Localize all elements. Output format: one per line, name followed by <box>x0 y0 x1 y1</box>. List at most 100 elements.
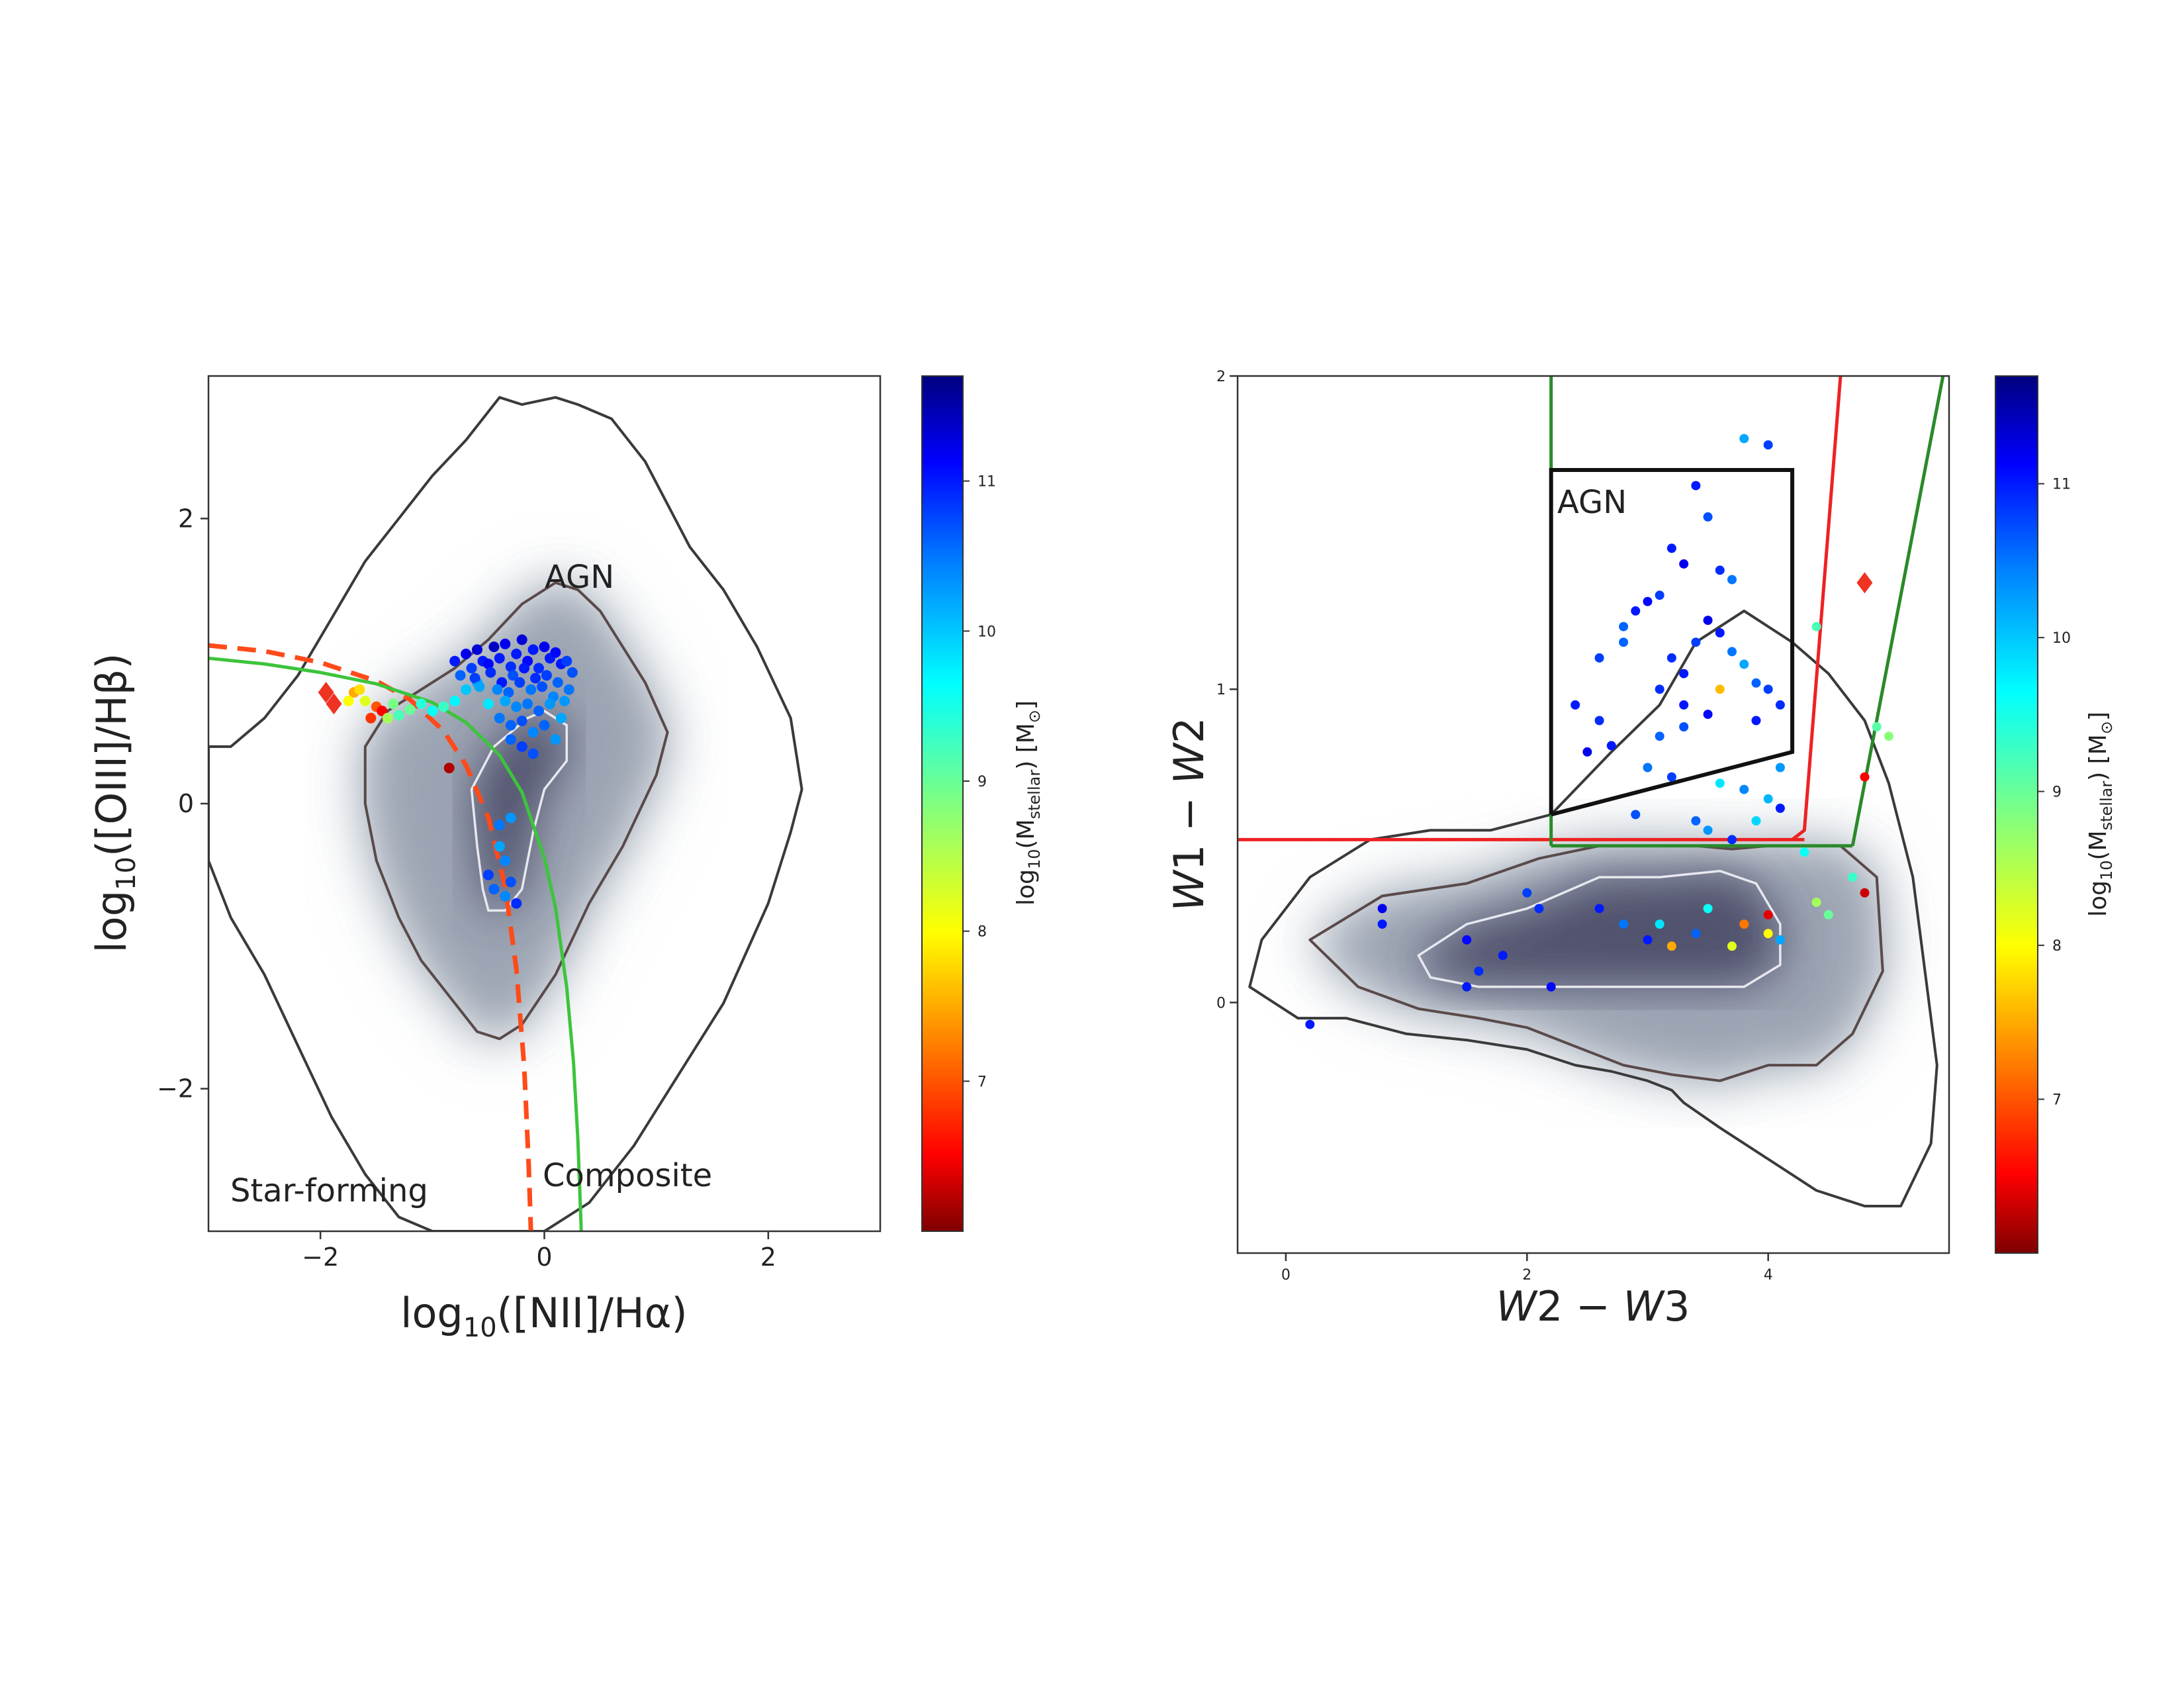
colorbar: 7 8 9 10 11 log10(Mstellar) [M⊙] <box>1995 375 2116 1254</box>
galaxy-point <box>511 898 522 909</box>
galaxy-point <box>449 696 461 706</box>
density-shading <box>1310 845 1883 1081</box>
galaxy-point <box>1691 929 1701 939</box>
galaxy-point <box>1763 910 1773 919</box>
galaxy-point <box>503 687 514 698</box>
galaxy-point <box>533 706 544 716</box>
galaxy-point <box>505 720 516 731</box>
colorbar-label: log10(Mstellar) [M⊙] <box>1013 700 1044 906</box>
outer-contour <box>208 396 803 1231</box>
galaxy-point <box>1594 904 1604 914</box>
galaxy-point <box>1884 731 1893 741</box>
colorbar-tick-label: 7 <box>978 1074 987 1090</box>
galaxy-point <box>1739 919 1749 929</box>
galaxy-point <box>1703 904 1713 914</box>
density-core <box>1418 870 1780 987</box>
y-tick-label: 1 <box>1216 682 1226 698</box>
galaxy-point <box>1691 816 1701 825</box>
galaxy-point <box>494 841 505 852</box>
galaxy-point <box>1377 904 1387 914</box>
galaxy-point <box>500 855 511 867</box>
bpt-panel: −2 0 2 −2 0 2 AGN Star-forming Composite log1… <box>87 375 1044 1343</box>
colorbar-gradient <box>1995 375 2038 1254</box>
colorbar-ticks: 7 8 9 10 11 <box>2038 477 2071 1109</box>
galaxy-point <box>527 748 539 759</box>
galaxy-points <box>1305 434 1893 1029</box>
galaxy-point <box>1691 481 1701 491</box>
galaxy-point <box>516 634 527 645</box>
galaxy-point <box>1631 606 1641 616</box>
y-axis-label: W1 − W2 <box>1165 718 1213 912</box>
x-axis-label: log10([NII]/Hα) <box>400 1289 688 1343</box>
galaxy-point <box>1715 684 1725 694</box>
galaxy-point <box>541 670 552 681</box>
galaxy-point <box>1799 847 1809 857</box>
galaxy-point <box>359 696 371 706</box>
galaxy-point <box>1546 982 1556 992</box>
galaxy-point <box>485 667 496 678</box>
galaxy-point <box>1498 951 1508 961</box>
galaxy-point <box>482 659 494 669</box>
colorbar-tick-label: 10 <box>978 624 996 640</box>
y-tick-label: 0 <box>1216 995 1226 1011</box>
x-tick-label: 2 <box>1522 1267 1531 1284</box>
galaxy-point <box>1715 565 1725 575</box>
galaxy-point <box>393 710 404 721</box>
galaxy-point <box>1860 888 1870 898</box>
galaxy-point <box>567 667 578 678</box>
galaxy-point <box>1751 816 1761 825</box>
galaxy-point <box>1739 434 1749 444</box>
galaxy-point <box>449 655 461 667</box>
colorbar-tick-label: 7 <box>2052 1092 2062 1109</box>
galaxy-point <box>1860 772 1870 782</box>
galaxy-point <box>494 712 505 724</box>
target-diamond <box>326 693 342 715</box>
core-contour <box>1417 869 1782 988</box>
agn-label: AGN <box>545 559 614 596</box>
galaxy-point <box>1751 678 1761 688</box>
galaxy-point <box>1594 716 1604 726</box>
galaxy-point <box>492 684 503 695</box>
galaxy-point <box>1643 763 1653 773</box>
galaxy-point <box>550 734 561 745</box>
galaxy-point <box>1703 616 1713 626</box>
colorbar-label: log10(Mstellar) [M⊙] <box>2085 712 2116 917</box>
galaxy-point <box>1703 825 1713 835</box>
wise-panel: 0 2 4 0 1 2 AGN W2 − W3 W1 − W2 7 8 9 10 11 log10… <box>1165 369 2116 1331</box>
galaxy-point <box>466 663 477 674</box>
galaxy-point <box>1811 622 1821 632</box>
galaxy-point <box>1872 722 1882 731</box>
galaxy-point <box>561 655 572 667</box>
galaxy-point <box>545 698 555 710</box>
galaxy-point <box>443 763 455 774</box>
plot-frame <box>1236 375 1950 1254</box>
galaxy-point <box>1727 941 1737 951</box>
outer-contour <box>1248 609 1938 1207</box>
galaxy-point <box>505 876 516 888</box>
galaxy-point <box>500 891 511 902</box>
galaxy-point <box>1775 804 1785 813</box>
target-diamond <box>1856 572 1873 594</box>
galaxy-point <box>469 673 480 684</box>
galaxy-point <box>1377 919 1387 929</box>
galaxy-point <box>1763 440 1773 450</box>
galaxy-point <box>505 812 516 823</box>
y-axis-label: log10([OIII]/Hβ) <box>87 653 142 953</box>
galaxy-point <box>455 670 466 681</box>
galaxy-point <box>1594 653 1604 663</box>
line-kauffmann <box>208 643 533 1231</box>
galaxy-point <box>527 644 539 655</box>
x-tick-label: 4 <box>1764 1267 1773 1284</box>
galaxy-point <box>388 698 399 710</box>
galaxy-point <box>552 677 563 688</box>
galaxy-point <box>488 641 500 653</box>
galaxy-point <box>1666 543 1676 553</box>
galaxy-point <box>514 677 525 688</box>
galaxy-point <box>1715 778 1725 788</box>
galaxy-point <box>1474 966 1484 976</box>
galaxy-point <box>539 720 550 731</box>
galaxy-point <box>539 641 550 653</box>
demarcation-lines <box>208 643 583 1231</box>
galaxy-point <box>1606 741 1616 751</box>
